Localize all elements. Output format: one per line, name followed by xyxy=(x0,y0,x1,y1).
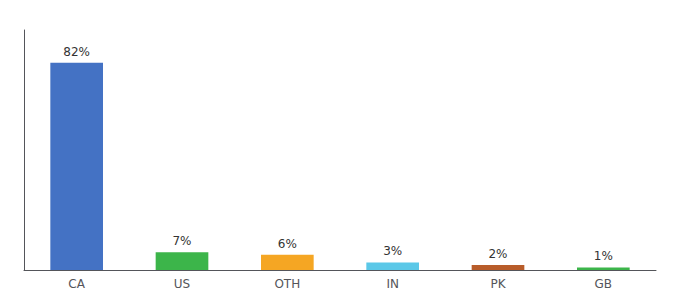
svg-text:IN: IN xyxy=(386,277,399,291)
svg-text:3%: 3% xyxy=(383,244,402,258)
svg-text:6%: 6% xyxy=(278,237,297,251)
svg-text:2%: 2% xyxy=(488,247,507,261)
svg-text:GB: GB xyxy=(595,277,613,291)
svg-text:1%: 1% xyxy=(594,249,613,263)
svg-text:PK: PK xyxy=(490,277,506,291)
svg-text:OTH: OTH xyxy=(274,277,300,291)
svg-text:CA: CA xyxy=(68,277,85,291)
svg-text:US: US xyxy=(174,277,190,291)
svg-text:82%: 82% xyxy=(63,45,90,59)
svg-text:7%: 7% xyxy=(172,234,191,248)
